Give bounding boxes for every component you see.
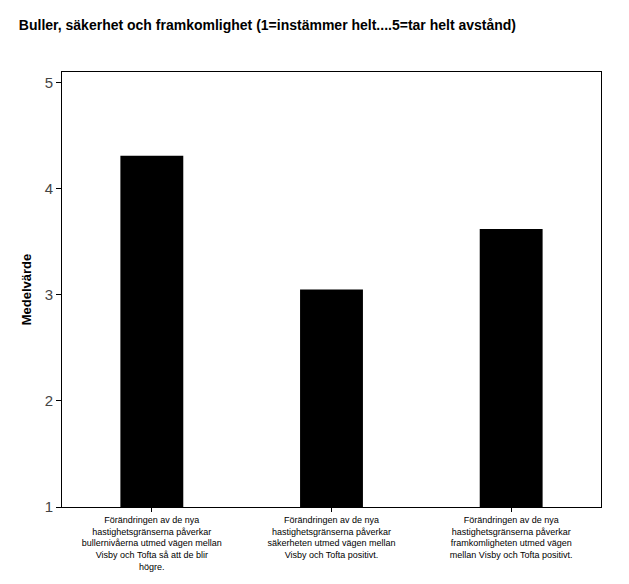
svg-text:Buller, säkerhet och framkomli: Buller, säkerhet och framkomlighet (1=in… [19,17,516,33]
svg-text:Förändringen av de nyahastighe: Förändringen av de nyahastighetsgränsern… [82,515,222,572]
svg-text:1: 1 [45,498,53,515]
svg-text:Förändringen av de nyahastighe: Förändringen av de nyahastighetsgränsern… [450,515,573,560]
svg-text:2: 2 [45,392,53,409]
svg-text:Förändringen av de nyahastighe: Förändringen av de nyahastighetsgränsern… [267,515,395,560]
svg-text:Medelvärde: Medelvärde [19,254,34,326]
svg-text:3: 3 [45,286,53,303]
svg-text:4: 4 [45,180,53,197]
svg-text:5: 5 [45,74,53,91]
